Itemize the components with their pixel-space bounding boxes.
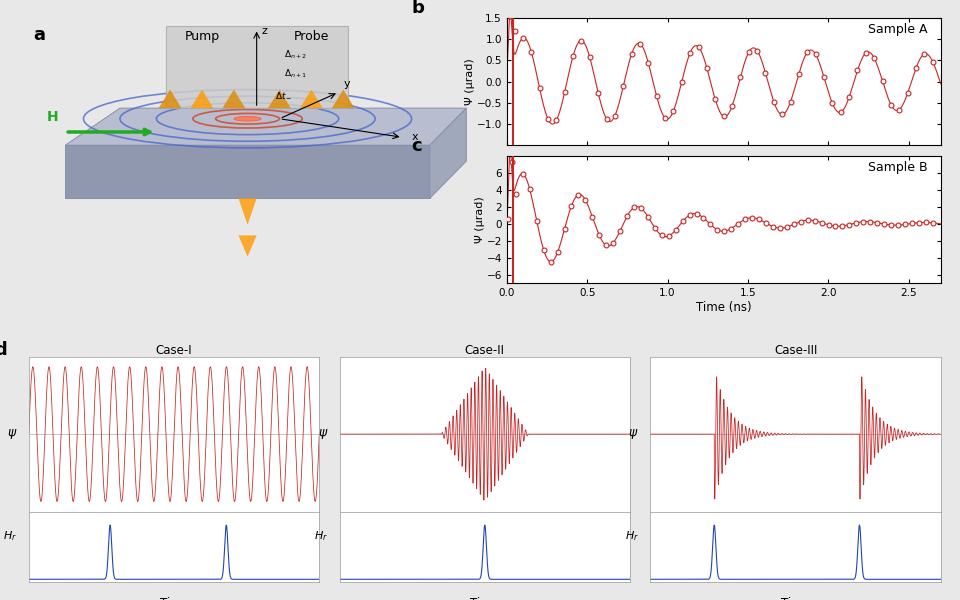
Text: z: z (261, 26, 267, 36)
Y-axis label: Ψ (μrad): Ψ (μrad) (475, 196, 485, 243)
Text: Sample B: Sample B (868, 161, 927, 174)
Polygon shape (191, 89, 213, 108)
Polygon shape (430, 108, 467, 198)
Polygon shape (223, 89, 245, 108)
Title: Case-II: Case-II (465, 344, 505, 356)
Text: Time: Time (470, 598, 499, 600)
Polygon shape (332, 89, 354, 108)
Text: Time: Time (159, 598, 188, 600)
Polygon shape (158, 89, 181, 108)
Polygon shape (238, 235, 256, 257)
Text: c: c (411, 137, 421, 155)
Text: y: y (344, 79, 349, 89)
Text: $H_r$: $H_r$ (625, 529, 638, 543)
Polygon shape (238, 198, 256, 225)
Title: Case-I: Case-I (156, 344, 192, 356)
Text: $\psi$: $\psi$ (318, 427, 328, 441)
Text: d: d (0, 341, 7, 359)
Polygon shape (65, 108, 467, 145)
Text: Probe: Probe (294, 30, 329, 43)
Polygon shape (268, 89, 291, 108)
Text: $\psi$: $\psi$ (628, 427, 638, 441)
X-axis label: Time (ns): Time (ns) (696, 301, 752, 314)
Text: $\psi$: $\psi$ (7, 427, 17, 441)
Text: $\Delta_{n+2}$: $\Delta_{n+2}$ (284, 49, 307, 61)
Text: $H_r$: $H_r$ (314, 529, 328, 543)
Text: Time: Time (781, 598, 810, 600)
Text: $\Delta t_-$: $\Delta t_-$ (275, 90, 293, 100)
Text: Pump: Pump (184, 30, 220, 43)
Text: $H_r$: $H_r$ (3, 529, 17, 543)
Text: Sample A: Sample A (868, 23, 927, 36)
Title: Case-III: Case-III (774, 344, 817, 356)
Text: a: a (34, 26, 45, 44)
Text: $\Delta_{n+1}$: $\Delta_{n+1}$ (284, 67, 307, 80)
Y-axis label: Ψ (μrad): Ψ (μrad) (466, 58, 475, 105)
Polygon shape (65, 145, 430, 198)
Polygon shape (165, 26, 348, 108)
Text: H: H (47, 110, 59, 124)
Ellipse shape (234, 116, 261, 121)
Text: x: x (412, 132, 419, 142)
Text: b: b (411, 0, 424, 17)
Polygon shape (300, 89, 323, 108)
